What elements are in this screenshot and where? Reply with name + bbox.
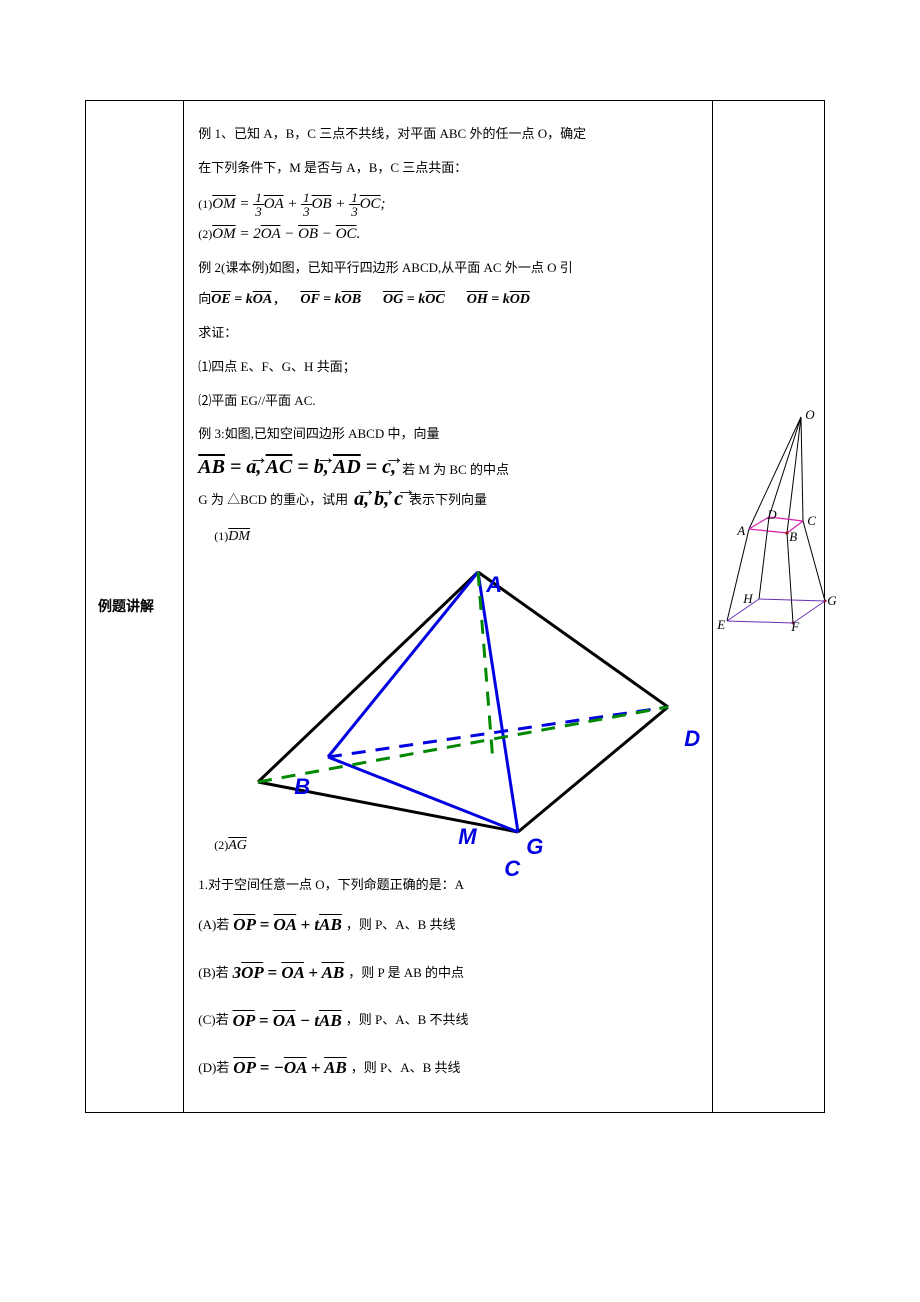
mini-label-E: E	[717, 617, 725, 633]
ex3-sub2: (2)AG	[214, 828, 247, 864]
main-diagram-svg	[198, 562, 698, 852]
ex2-line1: 例 2(课本例)如图，已知平行四边形 ABCD,从平面 AC 外一点 O 引	[198, 251, 698, 285]
ex2-sub2: ⑵平面 EG//平面 AC.	[198, 384, 698, 418]
right-figure-cell: O A B C D E F G H	[713, 101, 825, 1113]
option-B: (B)若 3OP = OA + AB ，则 P 是 AB 的中点	[198, 949, 698, 997]
section-title: 例题讲解	[98, 598, 154, 614]
ex3-sub1: (1)DM	[214, 519, 698, 555]
diag-label-B: B	[294, 758, 310, 815]
ex1-line2: 在下列条件下，M 是否与 A，B，C 三点共面：	[198, 151, 698, 185]
ex2-vectors: 向OE = kOA , OF = kOB OG = kOC OH = kOD	[198, 290, 698, 310]
diag-label-D: D	[684, 710, 700, 767]
mini-diagram: O A B C D E F G H	[715, 411, 835, 636]
option-D: (D)若 OP = −OA + AB ，则 P、A、B 共线	[198, 1044, 698, 1092]
ex1-formula2: (2)OM = 2OA − OB − OC.	[198, 224, 698, 245]
layout-table: 例题讲解 例 1、已知 A，B，C 三点不共线，对平面 ABC 外的任一点 O，…	[85, 100, 825, 1113]
mini-label-F: F	[791, 619, 799, 635]
mini-label-B: B	[789, 529, 797, 545]
mini-label-O: O	[805, 407, 814, 423]
ex3-line1: 例 3:如图,已知空间四边形 ABCD 中，向量	[198, 417, 698, 451]
option-A: (A)若 OP = OA + tAB ，则 P、A、B 共线	[198, 901, 698, 949]
ex3-vector-def: AB = →a, AC = →b, AD = →c, 若 M 为 BC 的中点	[198, 451, 698, 483]
mini-label-C: C	[807, 513, 816, 529]
q1-line: 1.对于空间任意一点 O，下列命题正确的是：A	[198, 868, 698, 902]
mini-label-H: H	[743, 591, 752, 607]
section-title-cell: 例题讲解	[86, 101, 184, 1113]
mini-label-A: A	[737, 523, 745, 539]
ex3-line2: G 为 △BCD 的重心，试用 →a, →b, →c 表示下列向量	[198, 483, 698, 515]
option-C: (C)若 OP = OA − tAB ，则 P、A、B 不共线	[198, 997, 698, 1045]
mini-label-D: D	[767, 507, 776, 523]
ex2-sub1: ⑴四点 E、F、G、H 共面；	[198, 350, 698, 384]
main-diagram: A B C D G M	[198, 562, 698, 852]
mini-label-G: G	[827, 593, 836, 609]
diag-label-A: A	[486, 556, 502, 613]
ex1-line1: 例 1、已知 A，B，C 三点不共线，对平面 ABC 外的任一点 O，确定	[198, 117, 698, 151]
ex1-formula1: (1)OM = 13OA + 13OB + 13OC;	[198, 191, 698, 218]
content-cell: 例 1、已知 A，B，C 三点不共线，对平面 ABC 外的任一点 O，确定 在下…	[184, 101, 713, 1113]
ex2-prove: 求证：	[198, 316, 698, 350]
